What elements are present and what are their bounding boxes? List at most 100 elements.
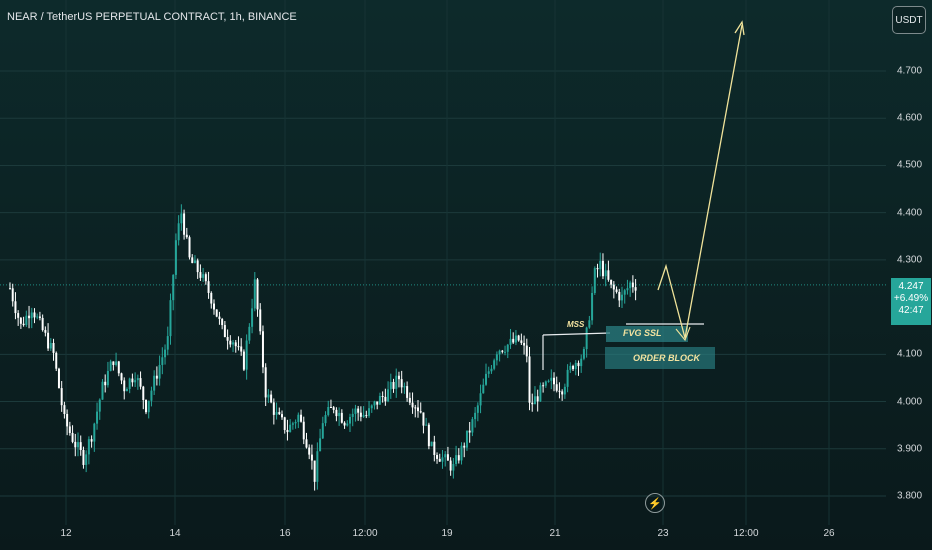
candle-body [248, 326, 251, 341]
candle-body [300, 414, 303, 422]
candle-body [294, 421, 297, 424]
candle-body [172, 274, 175, 301]
candle-body [321, 423, 324, 439]
candle-body [387, 389, 390, 402]
candle-body [574, 362, 577, 370]
candle-body [327, 407, 330, 416]
candle-body [381, 396, 384, 398]
candle-body [319, 438, 322, 452]
candle-body [142, 386, 145, 401]
last-price-label: 4.247 +6.49% 42:47 [891, 278, 931, 325]
candle-body [623, 290, 626, 295]
candle-body [553, 377, 555, 385]
candle-body [60, 388, 63, 406]
candle-body [47, 332, 50, 349]
candle-body [63, 405, 66, 414]
candle-body [433, 441, 436, 456]
candle-body [626, 288, 629, 291]
candle-body [335, 409, 338, 417]
candle-body [286, 429, 289, 433]
candle-body [22, 323, 25, 326]
candle-body [479, 393, 482, 406]
candle-body [343, 422, 346, 426]
candle-body [332, 407, 335, 410]
candle-body [457, 455, 460, 461]
candle-body [520, 340, 523, 343]
candle-body [297, 414, 300, 422]
candle-body [253, 279, 256, 309]
candle-body [226, 337, 229, 341]
candle-body [631, 282, 634, 288]
currency-button[interactable]: USDT [892, 6, 926, 34]
candle-body [128, 378, 131, 389]
candle-body [49, 342, 52, 349]
candle-body [57, 368, 60, 389]
candle-body [392, 381, 395, 389]
y-tick-label: 4.700 [897, 65, 923, 77]
candle-body [585, 327, 588, 350]
candle-body [71, 432, 74, 442]
fvg-box [606, 326, 688, 342]
candle-body [593, 268, 596, 294]
candle-body [123, 380, 126, 392]
candle-body [517, 335, 520, 341]
x-tick-label: 12:00 [352, 528, 378, 539]
candle-body [438, 458, 441, 462]
candle-body [422, 412, 425, 426]
candle-body [164, 349, 167, 358]
candle-body [446, 454, 449, 461]
candle-body [615, 289, 618, 292]
candle-body [351, 413, 354, 417]
candle-body [629, 282, 632, 289]
candle-body [213, 303, 215, 310]
candle-body [463, 445, 466, 448]
candle-body [509, 338, 512, 345]
candle-body [44, 330, 47, 333]
candle-body [441, 457, 444, 462]
candle-body [523, 342, 526, 346]
candle-body [275, 412, 278, 415]
candle-body [365, 415, 368, 417]
candle-body [234, 342, 237, 347]
projection-path [657, 24, 743, 339]
candle-body [256, 279, 259, 310]
candle-body [528, 356, 531, 403]
candle-body [14, 301, 17, 314]
order-block-box [605, 347, 715, 369]
candle-body [495, 354, 498, 361]
candle-body [359, 412, 362, 417]
candle-body [196, 260, 199, 273]
candle-body [147, 400, 150, 413]
candle-body [145, 400, 147, 413]
candle-body [85, 454, 88, 465]
candle-body [501, 350, 504, 352]
candle-body [191, 257, 194, 264]
candle-body [185, 234, 188, 238]
candle-body [468, 430, 471, 433]
candle-body [161, 357, 164, 365]
x-tick-label: 26 [823, 528, 835, 539]
candle-body [74, 441, 77, 448]
candle-body [582, 349, 585, 359]
candle-body [512, 338, 515, 343]
candle-body [324, 415, 327, 424]
lightning-icon[interactable]: ⚡ [645, 493, 665, 513]
order-block-label: ORDER BLOCK [633, 353, 700, 363]
candle-body [610, 279, 613, 285]
candle-body [444, 454, 447, 458]
chart-title: NEAR / TetherUS PERPETUAL CONTRACT, 1h, … [7, 11, 297, 23]
candle-body [430, 441, 433, 447]
candle-body [188, 237, 191, 258]
candle-body [493, 360, 496, 369]
candle-body [153, 375, 156, 391]
candle-body [577, 362, 580, 367]
candle-body [199, 272, 202, 278]
candle-body [599, 260, 602, 270]
candle-body [183, 213, 186, 235]
candle-body [106, 370, 109, 386]
y-tick-label: 4.100 [897, 348, 923, 360]
candle-body [542, 385, 545, 387]
candle-body [436, 455, 439, 459]
fvg-ssl-label: FVG SSL [623, 328, 662, 338]
